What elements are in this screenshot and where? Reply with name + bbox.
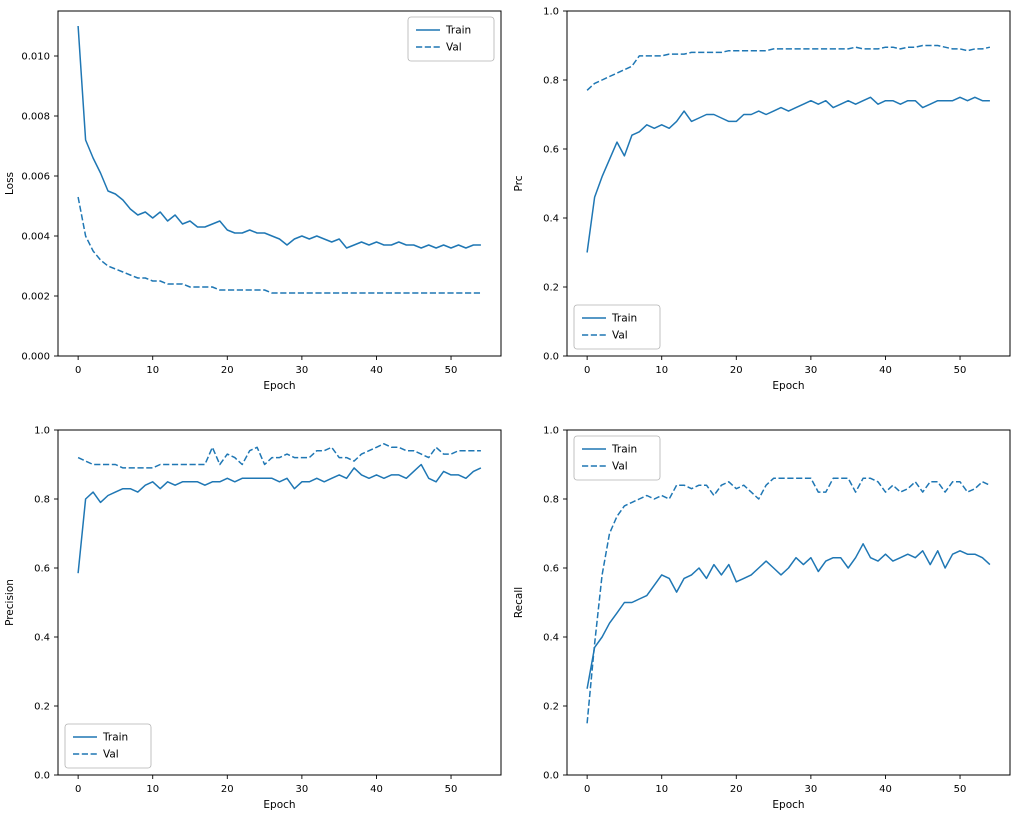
x-tick-label: 0 (75, 365, 81, 376)
legend-label-train: Train (611, 444, 637, 456)
x-tick-label: 30 (805, 365, 818, 376)
x-axis-label: Epoch (263, 799, 295, 811)
legend-label-train: Train (445, 25, 471, 37)
x-tick-label: 20 (221, 784, 234, 795)
y-tick-label: 0.2 (543, 702, 559, 713)
x-tick-label: 10 (655, 784, 668, 795)
train-line (77, 463, 482, 574)
legend-label-val: Val (446, 42, 462, 54)
legend-label-train: Train (102, 732, 128, 744)
recall-chart: 0.0 0.2 0.4 0.6 0.8 1.0 0 10 20 30 40 50 Epoch Recall… (513, 426, 1011, 811)
legend-label-val: Val (612, 461, 628, 473)
plot-border (57, 429, 502, 776)
train-line (586, 543, 991, 689)
subplot-prc: 0.0 0.2 0.4 0.6 0.8 1.0 0 10 20 30 40 50 Epoch Prc Tra… (509, 0, 1018, 419)
y-tick-label: 0.2 (543, 283, 559, 294)
y-tick-label: 0.006 (21, 172, 50, 183)
y-tick-label: 0.8 (543, 495, 559, 506)
subplot-precision: 0.0 0.2 0.4 0.6 0.8 1.0 0 10 20 30 40 50 Epoch Precis… (0, 419, 509, 838)
x-axis-label: Epoch (263, 380, 295, 392)
y-axis-label: Loss (4, 172, 16, 195)
x-tick-label: 0 (584, 365, 590, 376)
val-line (77, 196, 481, 294)
loss-chart: 0.000 0.002 0.004 0.006 0.008 0.010 0 10 20 30 40 5… (4, 10, 502, 392)
legend-box (64, 723, 152, 769)
y-tick-label: 0.004 (21, 232, 50, 243)
y-tick-label: 0.0 (543, 771, 559, 782)
val-line (77, 443, 481, 469)
y-axis-label: Prc (513, 175, 525, 191)
plot-border (566, 10, 1011, 357)
x-tick-label: 40 (879, 784, 892, 795)
val-line (586, 477, 991, 724)
x-tick-label: 50 (954, 365, 967, 376)
val-line (586, 44, 991, 91)
y-tick-label: 0.4 (543, 633, 559, 644)
y-tick-label: 0.000 (21, 352, 50, 363)
x-tick-label: 50 (445, 365, 458, 376)
legend-box (407, 16, 495, 62)
plot-border (566, 429, 1011, 776)
legend-label-val: Val (103, 749, 119, 761)
y-tick-label: 0.8 (543, 76, 559, 87)
precision-chart: 0.0 0.2 0.4 0.6 0.8 1.0 0 10 20 30 40 50 Epoch Precis… (4, 426, 502, 811)
y-tick-label: 0.0 (543, 352, 559, 363)
y-axis-label: Precision (4, 579, 16, 626)
x-tick-label: 50 (445, 784, 458, 795)
train-line (586, 96, 990, 253)
legend-box (573, 304, 661, 350)
y-tick-label: 0.4 (543, 214, 559, 225)
x-axis-label: Epoch (772, 380, 804, 392)
y-tick-label: 0.6 (34, 564, 50, 575)
y-tick-label: 0.4 (34, 633, 50, 644)
x-tick-label: 40 (879, 365, 892, 376)
y-tick-label: 1.0 (543, 7, 559, 18)
y-tick-label: 1.0 (543, 426, 559, 437)
legend-box (573, 435, 661, 481)
x-tick-label: 30 (296, 784, 309, 795)
plot-border (57, 10, 502, 357)
x-tick-label: 10 (146, 784, 159, 795)
train-line (77, 25, 481, 249)
x-tick-label: 0 (75, 784, 81, 795)
x-tick-label: 30 (296, 365, 309, 376)
x-tick-label: 40 (370, 365, 383, 376)
x-tick-label: 20 (221, 365, 234, 376)
x-axis-label: Epoch (772, 799, 804, 811)
x-tick-label: 10 (146, 365, 159, 376)
subplot-loss: 0.000 0.002 0.004 0.006 0.008 0.010 0 10 20 30 40 5… (0, 0, 509, 419)
y-tick-label: 0.008 (21, 112, 50, 123)
x-tick-label: 20 (730, 784, 743, 795)
y-tick-label: 0.6 (543, 145, 559, 156)
prc-chart: 0.0 0.2 0.4 0.6 0.8 1.0 0 10 20 30 40 50 Epoch Prc Tra… (513, 7, 1011, 392)
y-tick-label: 0.0 (34, 771, 50, 782)
x-tick-label: 50 (954, 784, 967, 795)
x-tick-label: 40 (370, 784, 383, 795)
y-tick-label: 0.002 (21, 292, 50, 303)
x-tick-label: 30 (805, 784, 818, 795)
x-tick-label: 20 (730, 365, 743, 376)
y-tick-label: 0.010 (21, 52, 50, 63)
legend-label-train: Train (611, 313, 637, 325)
y-tick-label: 0.6 (543, 564, 559, 575)
y-tick-label: 1.0 (34, 426, 50, 437)
y-tick-label: 0.2 (34, 702, 50, 713)
legend-label-val: Val (612, 330, 628, 342)
subplot-recall: 0.0 0.2 0.4 0.6 0.8 1.0 0 10 20 30 40 50 Epoch Recall… (509, 419, 1018, 838)
x-tick-label: 0 (584, 784, 590, 795)
y-axis-label: Recall (513, 587, 525, 618)
y-tick-label: 0.8 (34, 495, 50, 506)
x-tick-label: 10 (655, 365, 668, 376)
